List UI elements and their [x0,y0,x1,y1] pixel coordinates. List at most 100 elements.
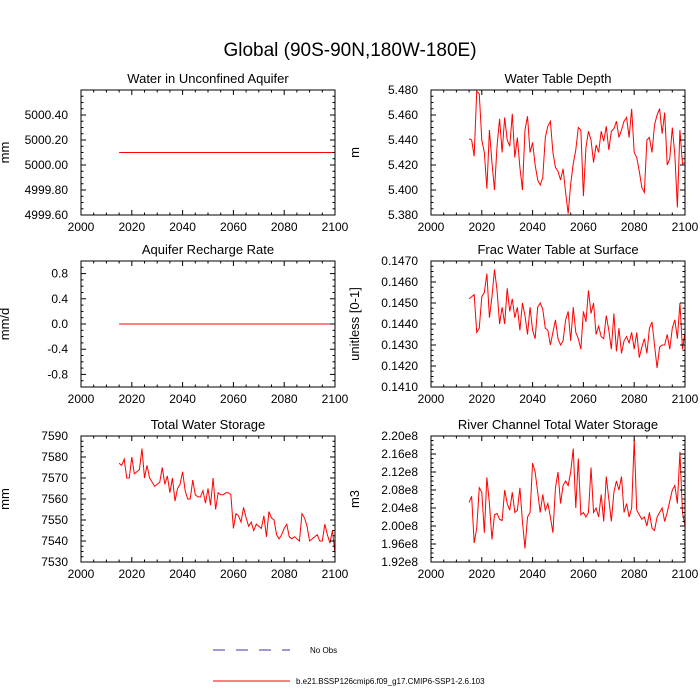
panel-water-in-unconfined-aquifer: Water in Unconfined Aquifer mm 2000 2020 204… [0,71,349,234]
x-tick-label: 2080 [621,220,648,234]
x-tick-label: 2000 [418,220,445,234]
y-tick-label: 0.1470 [381,254,418,268]
y-tick-label: 2.20e8 [381,429,418,443]
y-tick-label: 0.1410 [381,380,418,394]
y-tick-label: 1.92e8 [381,555,418,569]
x-tick-label: 2020 [118,220,145,234]
y-axis-label: m3 [347,490,362,508]
x-tick-label: 2100 [322,220,349,234]
y-tick-label: 4999.60 [25,208,69,222]
y-tick-label: 7590 [41,429,68,443]
y-tick-label: 1.96e8 [381,537,418,551]
y-tick-label: 2.12e8 [381,465,418,479]
y-tick-label: 4999.80 [25,183,69,197]
y-tick-label: 0.8 [51,267,68,281]
series-line-total-water-storage [118,448,336,554]
legend-obs-label: No Obs [310,646,337,655]
y-tick-label: 7530 [41,555,68,569]
x-tick-label: 2060 [570,220,597,234]
legend-model-label: b.e21.BSSP126cmip6.f09_g17.CMIP6-SSP1-2.… [296,677,485,686]
x-tick-label: 2080 [621,392,648,406]
panel-water-table-depth: Water Table Depth m 2000 2020 2040 2060 2080 21… [347,71,699,234]
x-tick-label: 2040 [169,567,196,581]
y-tick-label: -0.4 [47,342,68,356]
x-tick-label: 2080 [271,392,298,406]
x-tick-label: 2060 [220,220,247,234]
x-tick-label: 2040 [169,392,196,406]
x-tick-label: 2000 [418,567,445,581]
panel-frac-water-table-at-surface: Frac Water Table at Surface unitless [0-1… [347,242,699,406]
panel-title: Aquifer Recharge Rate [142,242,274,257]
panel-aquifer-recharge-rate: Aquifer Recharge Rate mm/d 2000 2020 2040 206… [0,242,349,406]
x-tick-label: 2060 [220,392,247,406]
x-tick-label: 2000 [68,567,95,581]
x-tick-label: 2000 [68,392,95,406]
x-tick-label: 2000 [418,392,445,406]
x-tick-label: 2020 [468,220,495,234]
series-line-river-channel-total-water-storage [468,439,686,549]
panel-total-water-storage: Total Water Storage mm 2000 2020 2040 2060 208… [0,417,349,581]
y-tick-label: 7560 [41,492,68,506]
x-tick-label: 2020 [118,567,145,581]
y-tick-label: 7550 [41,513,68,527]
y-tick-label: 0.1420 [381,359,418,373]
series-line-frac-water-table-at-surface [468,269,686,369]
x-tick-label: 2040 [519,567,546,581]
x-tick-label: 2040 [519,392,546,406]
panel-river-channel-total-water-storage: River Channel Total Water Storage m3 2000 2… [347,417,699,581]
x-tick-label: 2020 [468,392,495,406]
legend: No Obs b.e21.BSSP126cmip6.f09_g17.CMIP6-… [213,646,485,686]
panel-title: Water Table Depth [505,71,612,86]
y-tick-label: 2.16e8 [381,447,418,461]
y-tick-label: 7580 [41,450,68,464]
y-tick-label: 2.00e8 [381,519,418,533]
y-tick-label: 0.1440 [381,317,418,331]
plot-frame [430,89,686,216]
x-tick-label: 2100 [672,220,699,234]
y-axis-label: unitless [0-1] [347,287,362,361]
y-tick-label: 2.04e8 [381,501,418,515]
x-tick-label: 2060 [220,567,247,581]
panel-title: River Channel Total Water Storage [458,417,658,432]
x-tick-label: 2060 [570,392,597,406]
x-tick-label: 2020 [468,567,495,581]
x-tick-label: 2080 [271,220,298,234]
y-tick-label: 7570 [41,471,68,485]
y-tick-label: 0.1460 [381,275,418,289]
x-tick-label: 2100 [672,567,699,581]
figure-title: Global (90S-90N,180W-180E) [223,40,476,61]
plot-frame [430,260,686,388]
y-tick-label: 5.420 [388,158,418,172]
y-tick-label: 5000.40 [25,108,69,122]
x-tick-label: 2020 [118,392,145,406]
x-tick-label: 2060 [570,567,597,581]
x-tick-label: 2100 [322,567,349,581]
plot-frame [80,435,336,563]
y-tick-label: 5.460 [388,108,418,122]
y-tick-label: 2.08e8 [381,483,418,497]
y-tick-label: 5.440 [388,133,418,147]
y-axis-label: mm [0,488,12,510]
y-tick-label: 0.1450 [381,296,418,310]
x-tick-label: 2100 [672,392,699,406]
y-axis-label: m [347,147,362,158]
y-tick-label: 5000.20 [25,133,69,147]
x-tick-label: 2040 [519,220,546,234]
y-axis-label: mm/d [0,308,12,341]
y-tick-label: 5.400 [388,183,418,197]
y-tick-label: -0.8 [47,367,68,381]
x-tick-label: 2100 [322,392,349,406]
y-tick-label: 0.0 [51,317,68,331]
panel-title: Total Water Storage [151,417,265,432]
y-tick-label: 7540 [41,534,68,548]
y-axis-label: mm [0,142,12,164]
panel-title: Water in Unconfined Aquifer [127,71,289,86]
y-tick-label: 0.4 [51,292,68,306]
x-tick-label: 2000 [68,220,95,234]
x-tick-label: 2040 [169,220,196,234]
y-tick-label: 5.380 [388,208,418,222]
plot-frame [430,435,686,563]
panel-title: Frac Water Table at Surface [477,242,638,257]
x-tick-label: 2080 [271,567,298,581]
